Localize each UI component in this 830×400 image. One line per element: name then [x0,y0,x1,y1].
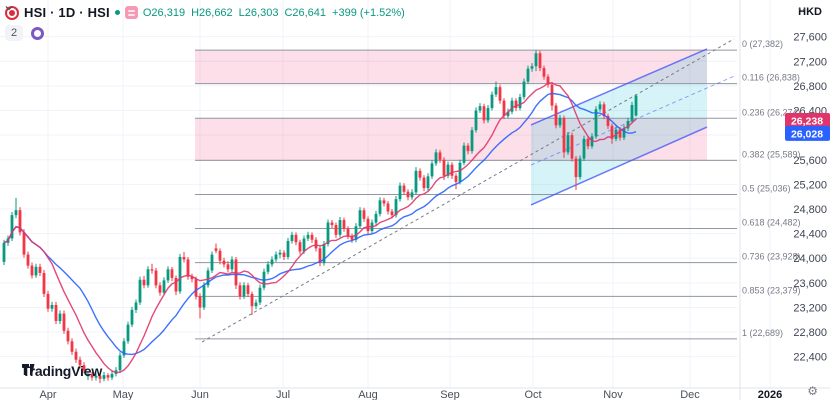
chevron-down-icon [798,8,806,13]
time-axis-label: Aug [358,389,378,400]
indicator-collapse-toggle[interactable]: 2 [5,6,24,41]
price-axis-label: 27,600 [793,32,827,44]
chevron-down-icon [5,6,13,11]
symbol-title[interactable]: HSI · 1D · HSI [24,5,110,20]
time-axis-label: Dec [680,389,700,400]
fib-level-label: 0.853 (23,379) [742,285,801,295]
price-axis-label: 24,400 [793,229,827,241]
fib-levels: 0 (27,382) 0.116 (26,838) 0.236 (26,274) 0.… [195,39,801,340]
change-value: +399 (+1.52%) [332,6,405,19]
svg-text:26,238: 26,238 [791,115,823,127]
dashed-trendline[interactable] [201,38,735,343]
price-axis-label: 25,200 [793,179,827,191]
time-axis-label: Oct [524,389,541,400]
tradingview-logo[interactable]: TradingView [22,363,102,379]
tradingview-wordmark: TradingView [22,363,103,379]
ma-price-badge: 26,238 [785,112,830,128]
time-axis-label: May [113,389,134,400]
fib-level-label: 0.116 (26,838) [742,73,800,83]
time-axis-label: Jul [276,389,290,400]
fib-level-label: 0.736 (23,928) [742,252,801,262]
price-axis-label: 23,200 [793,302,827,314]
ohlc-readout: O26,319 H26,662 L26,303 C26,641 +399 (+1… [143,7,405,19]
fib-level-label: 0 (27,382) [742,39,783,49]
low-value: L26,303 [238,6,279,19]
currency-selector[interactable]: HKD [798,6,822,18]
candles-series [2,50,638,384]
price-axis-label: 26,800 [793,81,827,93]
axis-settings-gear-icon[interactable]: ⚙ [807,384,818,398]
price-axis-label: 25,600 [793,155,827,167]
chart-legend: HSI · 1D · HSI O26,319 H26,662 L26,303 C… [5,4,405,41]
fib-level-label: 1 (22,689) [742,328,783,338]
fib-level-label: 0.382 (25,589) [742,149,801,159]
fib-level-label: 0.618 (24,482) [742,218,801,228]
price-axis-label: 24,000 [793,253,827,265]
time-axis-label: 2026 [758,389,782,400]
ma-fast-line[interactable] [3,82,637,374]
source-list-icon[interactable] [124,6,138,19]
indicator-count: 2 [11,27,18,39]
time-axis-label: Apr [39,389,56,400]
time-axis-label: Jun [191,389,209,400]
price-axis-label: 22,800 [793,327,827,339]
ma-price-badge: 26,028 [785,125,830,141]
open-value: O26,319 [142,6,186,19]
price-axis-label: 22,400 [793,352,827,364]
time-axis-label: Sep [440,389,460,400]
price-axis-label: 23,600 [793,278,827,290]
fib-level-label: 0.5 (25,036) [742,183,791,193]
time-axis[interactable]: Apr May Jun Jul Aug Sep Oct Nov Dec 2026 [39,389,782,400]
svg-text:26,028: 26,028 [791,128,823,140]
fib-level-label: 0.236 (26,274) [742,107,801,117]
tradingview-mark-icon [22,364,35,375]
price-axis-label: 24,800 [793,204,827,216]
indicator-badge-icon[interactable] [31,26,45,40]
high-value: H26,662 [191,6,233,19]
time-axis-label: Nov [603,389,623,400]
market-status-dot-icon [114,10,120,15]
ma-slow-line[interactable] [3,92,637,356]
close-value: C26,641 [284,6,327,19]
price-axis-label: 27,200 [793,56,827,68]
